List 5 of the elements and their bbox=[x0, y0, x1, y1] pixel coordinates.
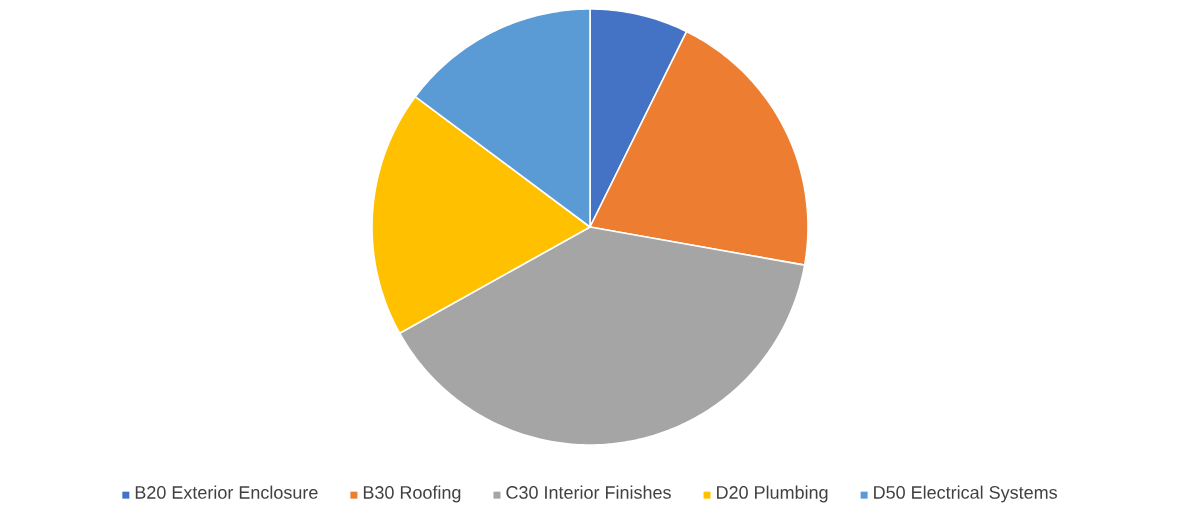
legend-label: D50 Electrical Systems bbox=[874, 485, 1057, 503]
legend-label: D20 Plumbing bbox=[717, 485, 828, 503]
legend-label: B20 Exterior Enclosure bbox=[135, 485, 318, 499]
legend-label: B30 Roofing bbox=[363, 485, 461, 503]
legend-label: C30 Interior Finishes bbox=[506, 485, 671, 499]
